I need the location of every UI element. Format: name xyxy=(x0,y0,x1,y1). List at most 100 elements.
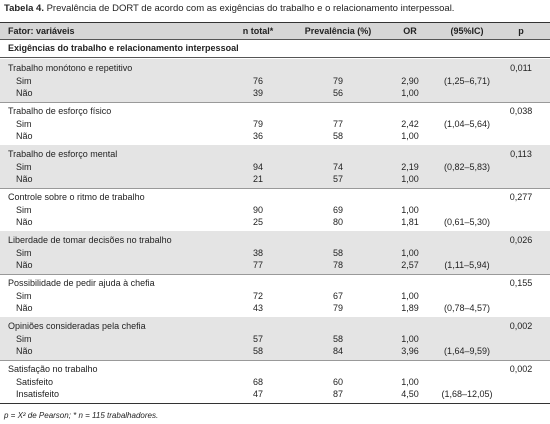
p-value: 0,026 xyxy=(509,235,533,245)
cell-or: 1,00 xyxy=(401,88,419,98)
group-name: Liberdade de tomar decisões no trabalho xyxy=(8,235,172,245)
cell-prev: 58 xyxy=(332,248,344,258)
p-value: 0,011 xyxy=(510,63,532,73)
cell-n: 36 xyxy=(252,131,264,141)
cell-or: 1,00 xyxy=(401,291,419,301)
group-bg xyxy=(0,145,550,188)
row-label: Não xyxy=(16,303,33,313)
cell-ci: (0,82–5,83) xyxy=(443,162,491,172)
cell-or: 1,00 xyxy=(401,248,419,258)
cell-or: 1,00 xyxy=(401,334,419,344)
cell-or: 1,89 xyxy=(401,303,419,313)
p-value: 0,038 xyxy=(509,106,533,116)
cell-ci: (1,25–6,71) xyxy=(443,76,491,86)
cell-ci: (1,11–5,94) xyxy=(444,260,490,270)
group-name: Opiniões consideradas pela chefia xyxy=(8,321,146,331)
cell-prev: 80 xyxy=(332,217,344,227)
rule xyxy=(0,39,550,40)
rule xyxy=(0,360,550,361)
row-label: Sim xyxy=(16,76,32,86)
cell-or: 2,42 xyxy=(401,119,419,129)
rule xyxy=(0,403,550,404)
row-label: Sim xyxy=(16,205,32,215)
group-name: Trabalho de esforço mental xyxy=(8,149,118,159)
p-value: 0,113 xyxy=(510,149,532,159)
rule xyxy=(0,57,550,58)
cell-n: 72 xyxy=(252,291,264,301)
row-label: Não xyxy=(16,346,33,356)
cell-n: 90 xyxy=(252,205,264,215)
cell-ci: (1,04–5,64) xyxy=(443,119,491,129)
cell-prev: 67 xyxy=(332,291,344,301)
cell-or: 3,96 xyxy=(401,346,419,356)
cell-n: 68 xyxy=(252,377,264,387)
column-header: Prevalência (%) xyxy=(304,26,372,36)
title-text: Prevalência de DORT de acordo com as exi… xyxy=(46,3,455,14)
cell-prev: 74 xyxy=(332,162,344,172)
cell-prev: 60 xyxy=(332,377,344,387)
cell-n: 77 xyxy=(252,260,264,270)
row-label: Não xyxy=(16,174,33,184)
cell-or: 2,57 xyxy=(401,260,419,270)
cell-or: 1,00 xyxy=(401,131,419,141)
cell-n: 57 xyxy=(252,334,264,344)
rule xyxy=(0,102,550,103)
cell-prev: 84 xyxy=(332,346,344,356)
cell-n: 79 xyxy=(252,119,264,129)
group-name: Satisfação no trabalho xyxy=(8,364,98,374)
column-header: (95%IC) xyxy=(450,26,484,36)
group-name: Trabalho de esforço físico xyxy=(8,106,112,116)
row-label: Não xyxy=(16,88,33,98)
group-name: Controle sobre o ritmo de trabalho xyxy=(8,192,145,202)
column-header: p xyxy=(518,26,524,36)
cell-prev: 69 xyxy=(332,205,344,215)
cell-or: 4,50 xyxy=(401,389,419,399)
cell-prev: 79 xyxy=(332,76,344,86)
row-label: Não xyxy=(16,217,33,227)
cell-prev: 57 xyxy=(332,174,344,184)
row-label: Não xyxy=(16,260,33,270)
cell-n: 94 xyxy=(252,162,264,172)
row-label: Insatisfeito xyxy=(16,389,60,399)
row-label: Sim xyxy=(16,334,32,344)
cell-ci: (0,78–4,57) xyxy=(443,303,491,313)
group-name: Trabalho monótono e repetitivo xyxy=(8,63,133,73)
cell-prev: 77 xyxy=(332,119,344,129)
cell-prev: 56 xyxy=(332,88,344,98)
row-label: Sim xyxy=(16,162,32,172)
cell-prev: 87 xyxy=(332,389,344,399)
p-value: 0,155 xyxy=(509,278,533,288)
cell-or: 2,90 xyxy=(401,76,419,86)
cell-n: 58 xyxy=(252,346,264,356)
group-bg xyxy=(0,59,550,102)
row-label: Satisfeito xyxy=(16,377,54,387)
cell-n: 21 xyxy=(252,174,264,184)
column-header: n total* xyxy=(242,26,274,36)
column-header: OR xyxy=(403,26,417,36)
cell-or: 1,00 xyxy=(401,174,419,184)
p-value: 0,002 xyxy=(509,321,533,331)
column-header: Fator: variáveis xyxy=(8,26,75,36)
cell-prev: 78 xyxy=(332,260,344,270)
cell-n: 25 xyxy=(252,217,264,227)
row-label: Sim xyxy=(16,248,32,258)
cell-or: 1,81 xyxy=(401,217,419,227)
title-label: Tabela 4. xyxy=(4,3,44,14)
cell-or: 1,00 xyxy=(401,377,419,387)
table-title: Tabela 4. Prevalência de DORT de acordo … xyxy=(4,3,454,15)
section-title: Exigências do trabalho e relacionamento … xyxy=(8,43,239,53)
group-bg xyxy=(0,231,550,274)
cell-prev: 79 xyxy=(332,303,344,313)
row-label: Sim xyxy=(16,119,32,129)
cell-n: 43 xyxy=(252,303,264,313)
row-label: Sim xyxy=(16,291,32,301)
group-bg xyxy=(0,317,550,360)
rule xyxy=(0,274,550,275)
cell-n: 47 xyxy=(252,389,264,399)
header-bg xyxy=(0,22,550,40)
p-value: 0,002 xyxy=(509,364,533,374)
cell-or: 2,19 xyxy=(401,162,419,172)
footnote: p = X² de Pearson; * n = 115 trabalhador… xyxy=(4,411,159,420)
cell-n: 39 xyxy=(252,88,264,98)
